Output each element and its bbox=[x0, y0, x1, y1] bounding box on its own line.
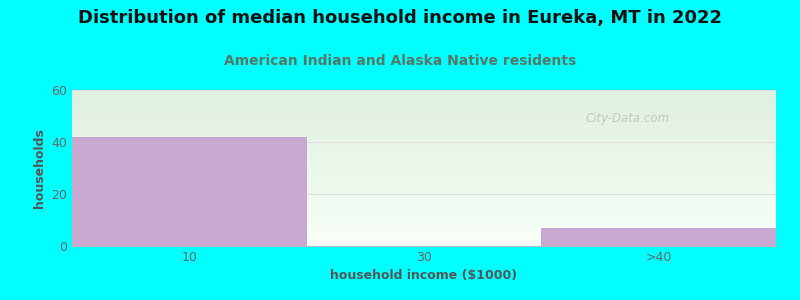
Text: City-Data.com: City-Data.com bbox=[586, 112, 670, 124]
Text: Distribution of median household income in Eureka, MT in 2022: Distribution of median household income … bbox=[78, 9, 722, 27]
Y-axis label: households: households bbox=[33, 128, 46, 208]
Bar bbox=[542, 228, 776, 246]
X-axis label: household income ($1000): household income ($1000) bbox=[330, 269, 518, 282]
Text: American Indian and Alaska Native residents: American Indian and Alaska Native reside… bbox=[224, 54, 576, 68]
Bar bbox=[72, 137, 306, 246]
